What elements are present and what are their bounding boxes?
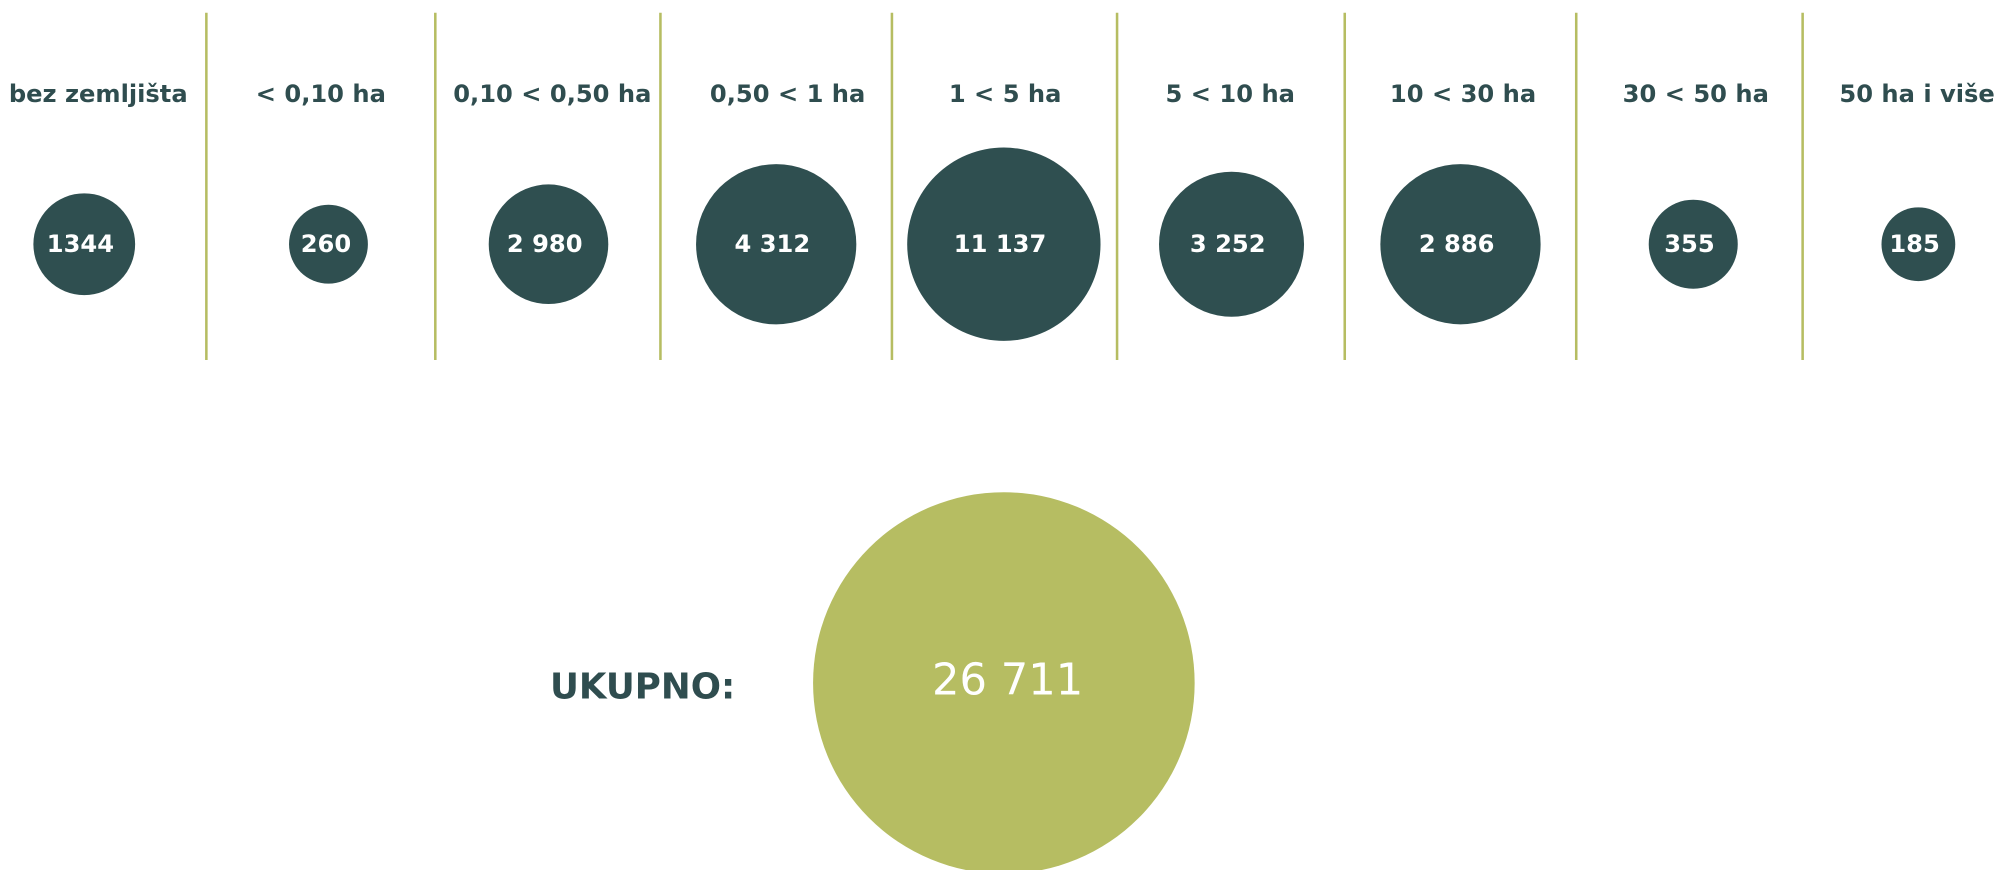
column-label: 1 < 5 ha: [949, 80, 1062, 108]
column-label: 30 < 50 ha: [1623, 80, 1769, 108]
column-circle: [33, 193, 136, 296]
column-label: bez zemljišta: [9, 80, 188, 108]
column-circle: [907, 147, 1101, 341]
total-value: 26 711: [932, 655, 1083, 705]
column-value: 1344: [47, 230, 114, 258]
column-label: 10 < 30 ha: [1390, 80, 1536, 108]
column-label: 0,10 < 0,50 ha: [453, 80, 651, 108]
column-circle: [696, 164, 857, 325]
column-value: 355: [1664, 230, 1714, 258]
column-circle: [1380, 164, 1541, 325]
column-circle: [488, 184, 609, 304]
total-label: UKUPNO:: [550, 666, 735, 707]
column-label: 0,50 < 1 ha: [710, 80, 865, 108]
column-value: 260: [301, 230, 351, 258]
column-value: 11 137: [954, 230, 1046, 258]
column-value: 2 980: [507, 230, 583, 258]
column-circle: [1881, 207, 1956, 282]
column-label: < 0,10 ha: [256, 80, 386, 108]
column-value: 185: [1889, 230, 1939, 258]
column-value: 4 312: [735, 230, 811, 258]
column-value: 2 886: [1419, 230, 1495, 258]
column-circle: [289, 204, 368, 284]
column-label: 50 ha i više: [1839, 80, 1994, 108]
column-circle: [1159, 171, 1305, 317]
column-label: 5 < 10 ha: [1166, 80, 1295, 108]
total-circle: [813, 492, 1195, 870]
column-value: 3 252: [1190, 230, 1266, 258]
column-circle: [1648, 199, 1738, 289]
